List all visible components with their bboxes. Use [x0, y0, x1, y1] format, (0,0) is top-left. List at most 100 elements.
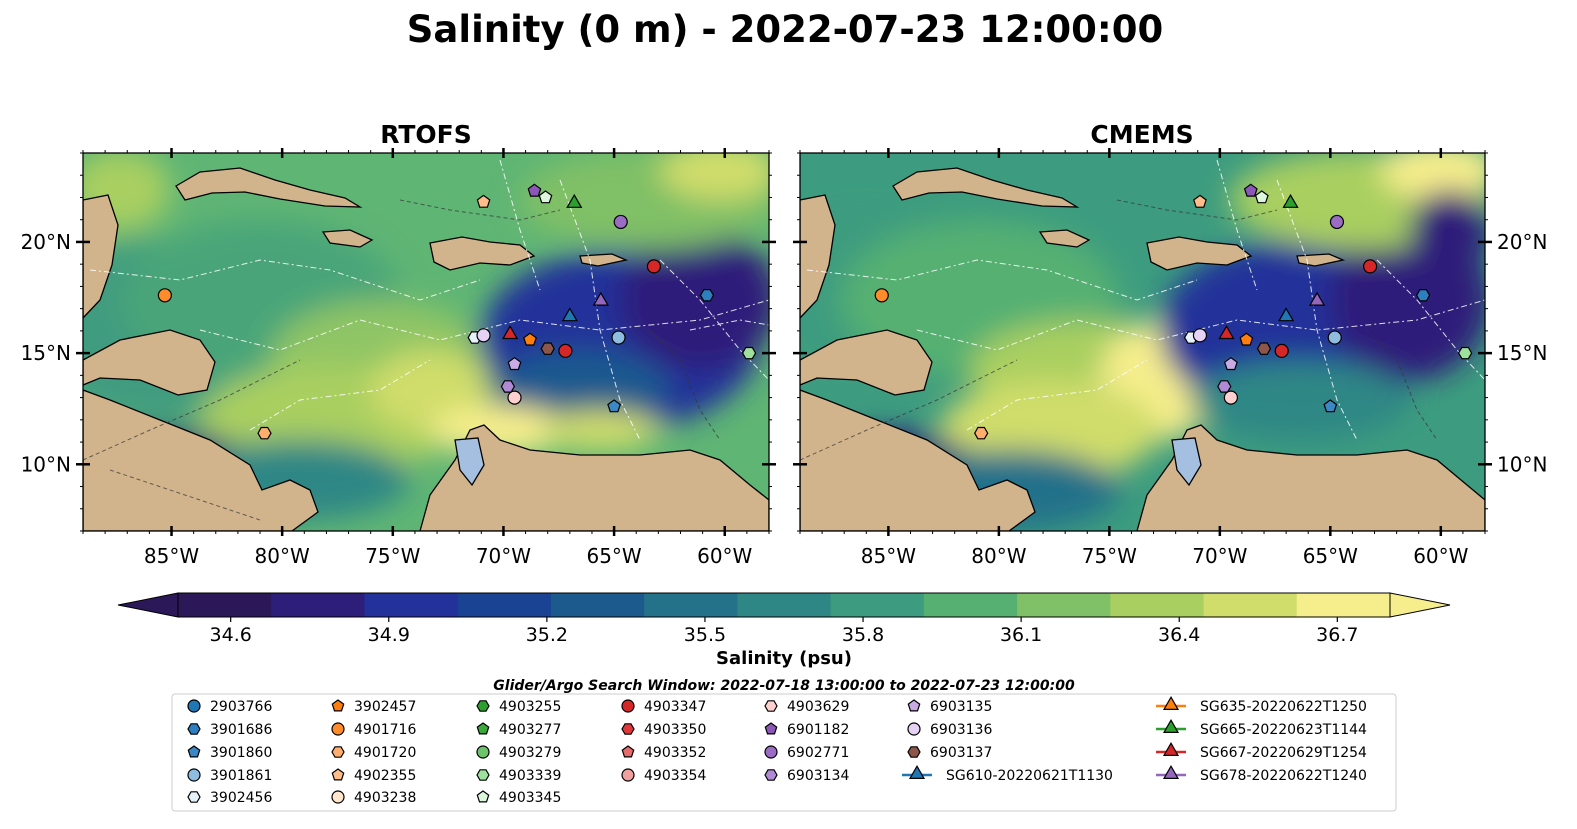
legend-marker: [1162, 695, 1180, 711]
float-marker: [1193, 194, 1207, 208]
legend-label: 4903352: [644, 745, 706, 761]
legend-marker: [908, 764, 926, 780]
colorbar-segment: [923, 593, 1018, 617]
colorbar-segment: [644, 593, 738, 617]
legend-marker: [764, 700, 778, 712]
legend-label: SG635-20220622T1250: [1200, 699, 1367, 715]
legend-entry: 4903347: [621, 699, 706, 715]
legend-entry: 4901720: [331, 745, 416, 761]
colorbar-tick-label: 34.9: [368, 624, 410, 646]
colorbar-segment: [737, 593, 832, 617]
x-tick-label: 70°W: [1192, 544, 1247, 568]
float-marker: [1223, 390, 1238, 405]
float-marker: [538, 190, 553, 204]
eez-lines: [89, 159, 769, 441]
legend-entry: 3902457: [331, 699, 416, 715]
salinity-field: [800, 153, 1485, 530]
panel-title-cmems: CMEMS: [1090, 120, 1193, 149]
colorbar-segment: [550, 593, 645, 617]
colorbar-segment: [364, 593, 459, 617]
x-tick-label: 80°W: [971, 544, 1026, 568]
legend-entry: 2903766: [187, 699, 272, 715]
float-marker: [558, 343, 573, 358]
legend-entry: 4903350: [621, 722, 706, 738]
colorbar-tick-label: 34.6: [210, 624, 252, 646]
legend-marker: [476, 700, 490, 712]
legend-entry: 6902771: [764, 745, 849, 761]
legend-marker: [331, 768, 345, 781]
legend-label: SG665-20220623T1144: [1200, 722, 1367, 738]
legend-entry: 6903136: [907, 722, 992, 738]
legend-entry: 4902355: [331, 768, 416, 784]
legend-marker: [621, 745, 635, 758]
float-marker: [540, 342, 555, 355]
legend-marker: [331, 722, 345, 736]
colorbar-segment: [457, 593, 552, 617]
float-marker: [476, 194, 491, 208]
legend-entry: 4903345: [476, 790, 561, 806]
legend-marker: [621, 768, 635, 782]
legend-marker: [476, 745, 490, 759]
legend-label: 4903354: [644, 768, 706, 784]
legend-label: 3902456: [210, 790, 272, 806]
colorbar-tick-label: 36.1: [1000, 624, 1042, 646]
legend-label: 4903629: [787, 699, 849, 715]
legend-label: 3902457: [354, 699, 416, 715]
float-marker: [157, 288, 172, 303]
float-marker: [500, 380, 516, 393]
colorbar-tick-label: 35.5: [684, 624, 726, 646]
float-marker: [741, 346, 757, 360]
panel-title-rtofs: RTOFS: [380, 120, 472, 149]
legend-label: 4903350: [644, 722, 706, 738]
legend-label: 6903135: [930, 699, 992, 715]
legend-label: 4903255: [499, 699, 561, 715]
bathymetry-contours: [83, 199, 721, 521]
x-tick-label: 85°W: [144, 544, 199, 568]
float-marker: [1282, 193, 1299, 208]
float-marker: [1327, 330, 1342, 345]
float-marker: [1243, 183, 1258, 197]
float-marker: [1415, 289, 1431, 302]
eez-lines: [806, 159, 1485, 441]
colorbar-segment: [1296, 593, 1391, 617]
x-tick-label: 65°W: [1303, 544, 1358, 568]
bathymetry-contours: [800, 199, 1438, 461]
legend-label: 4903279: [499, 745, 561, 761]
colorbar-label: Salinity (psu): [716, 648, 852, 669]
legend-label: 4903277: [499, 722, 561, 738]
legend-entry: 3901686: [187, 722, 272, 738]
legend-entry: 4903279: [476, 745, 561, 761]
float-marker: [1362, 259, 1378, 274]
legend-marker: [187, 791, 201, 803]
colorbar-segment: [1017, 593, 1111, 617]
float-marker: [1329, 214, 1345, 230]
float-marker: [974, 426, 989, 440]
x-tick-label: 60°W: [1413, 544, 1468, 568]
float-marker: [611, 330, 626, 345]
legend-label: 3901686: [210, 722, 272, 738]
legend-marker: [621, 723, 635, 735]
legend-label: 4903345: [499, 790, 561, 806]
colorbar-segment: [830, 593, 925, 617]
legend-entry: 4903255: [476, 699, 561, 715]
legend-entry: 6903134: [764, 768, 849, 784]
colorbar-tick-label: 35.2: [526, 624, 568, 646]
legend-entry: 3901861: [187, 768, 272, 784]
axis-ticks: 85°W 80°W 75°W 70°W 65°W 60°W 10°N 15°N 20°N: [793, 148, 1547, 568]
legend-entry: 4903354: [621, 768, 706, 784]
legend-label: 6903137: [930, 745, 992, 761]
x-tick-label: 75°W: [1082, 544, 1137, 568]
x-tick-label: 80°W: [255, 544, 310, 568]
float-marker: [561, 307, 578, 322]
colorbar-segment: [178, 593, 272, 617]
legend-marker: [764, 769, 778, 781]
y-tick-label: 15°N: [21, 341, 71, 365]
legend-entry: 6903135: [907, 699, 992, 715]
y-tick-label: 10°N: [1497, 452, 1547, 476]
legend-marker: [476, 722, 490, 735]
legend-entry: SG665-20220623T1144: [1156, 718, 1367, 738]
legend-marker: [764, 745, 778, 759]
legend-label: 6903134: [787, 768, 849, 784]
x-tick-label: 75°W: [365, 544, 420, 568]
legend-label: 6902771: [787, 745, 849, 761]
